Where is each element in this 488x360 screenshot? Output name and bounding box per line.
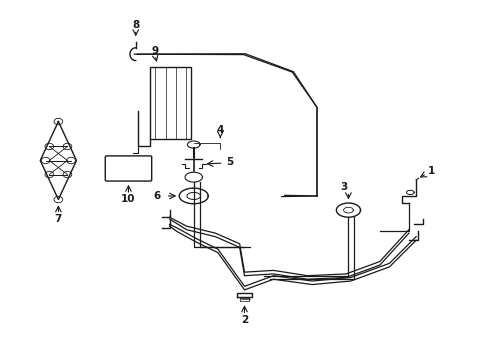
- Text: 8: 8: [132, 20, 139, 30]
- Text: 6: 6: [154, 191, 161, 201]
- Text: 3: 3: [339, 182, 346, 192]
- Text: 9: 9: [151, 46, 158, 56]
- Text: 2: 2: [241, 315, 247, 325]
- Text: 4: 4: [216, 125, 224, 135]
- Bar: [150, 67, 191, 139]
- Text: 7: 7: [55, 214, 62, 224]
- Text: 1: 1: [427, 166, 434, 176]
- Text: 5: 5: [226, 157, 233, 167]
- Text: 10: 10: [121, 194, 136, 204]
